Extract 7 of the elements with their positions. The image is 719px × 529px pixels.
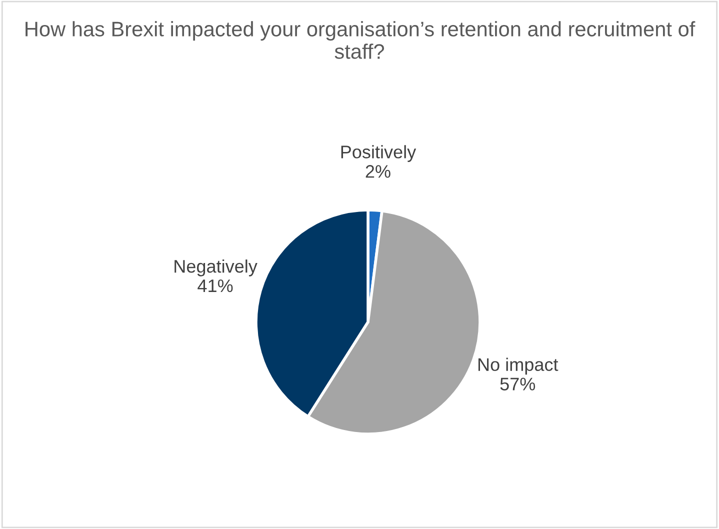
data-label: 57% — [500, 378, 536, 390]
data-label: 2% — [366, 165, 390, 178]
slice-label: Positively — [341, 145, 416, 162]
slice-label: No impact — [478, 358, 558, 375]
data-label: 41% — [198, 279, 233, 292]
chart-title: How has Brexit impacted your organisation’s retention and recruitment of staff? — [26, 21, 696, 59]
slice-label: Negatively — [174, 259, 258, 276]
